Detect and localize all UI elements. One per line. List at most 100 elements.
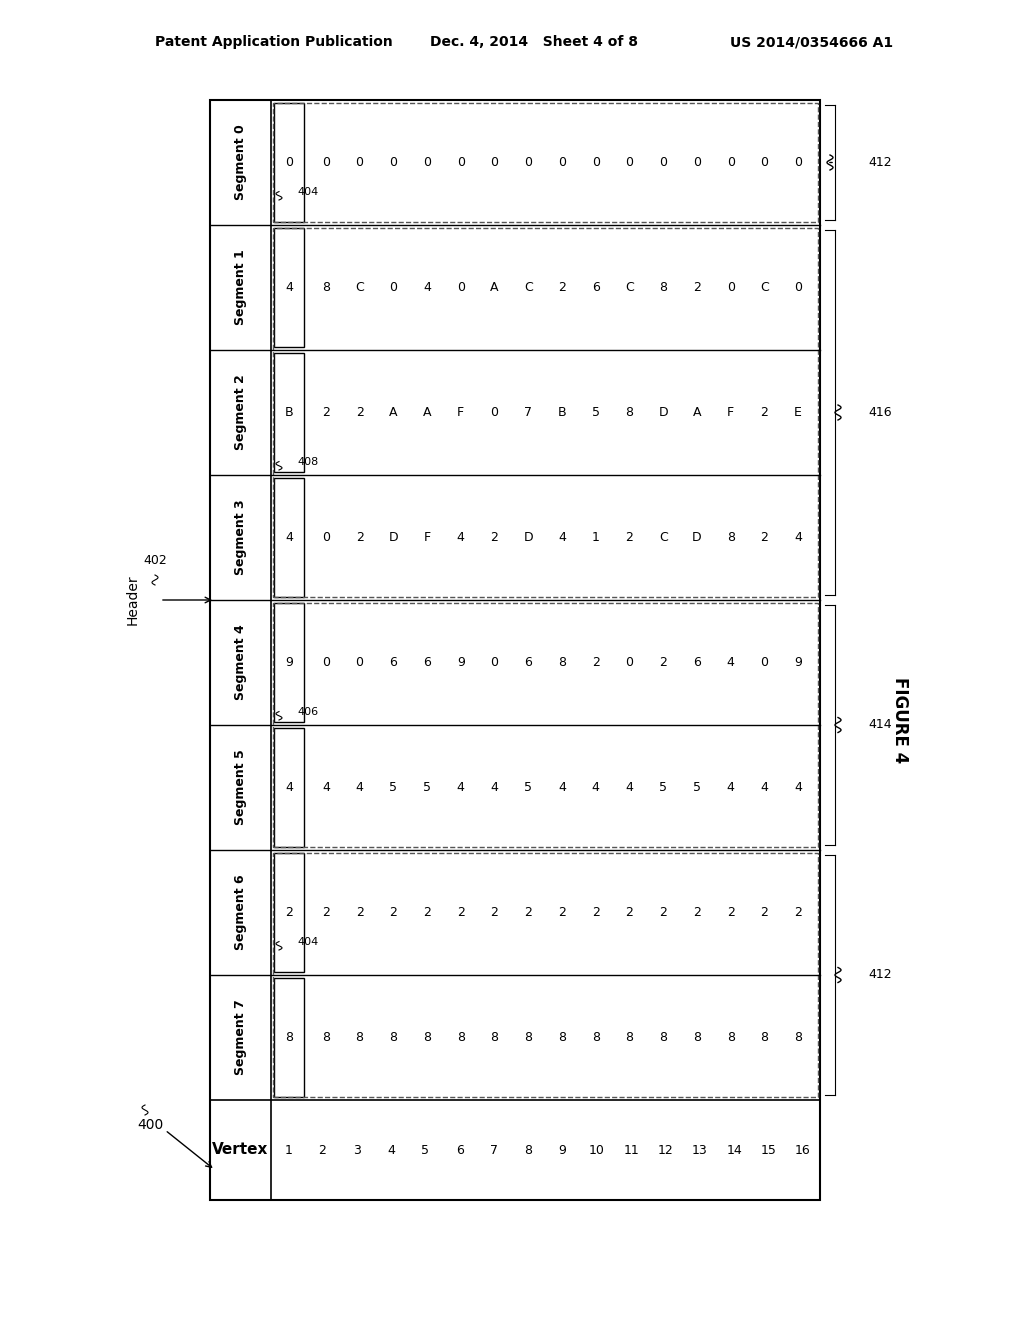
Text: 4: 4	[285, 531, 293, 544]
Text: C: C	[625, 281, 634, 294]
Text: 8: 8	[761, 1031, 768, 1044]
Text: 412: 412	[868, 969, 892, 982]
Text: Vertex: Vertex	[212, 1143, 268, 1158]
Text: 8: 8	[423, 1031, 431, 1044]
Text: 0: 0	[524, 156, 532, 169]
Text: 8: 8	[626, 407, 634, 418]
Text: 2: 2	[592, 656, 600, 669]
Text: 14: 14	[726, 1143, 742, 1156]
Text: 3: 3	[353, 1143, 360, 1156]
Text: 404: 404	[297, 187, 318, 197]
Text: 7: 7	[524, 407, 532, 418]
Text: 6: 6	[693, 656, 700, 669]
Text: 1: 1	[592, 531, 600, 544]
Text: 0: 0	[355, 656, 364, 669]
Text: 2: 2	[626, 531, 634, 544]
Text: C: C	[760, 281, 769, 294]
Bar	[274, 103, 304, 222]
Text: E: E	[795, 407, 802, 418]
Bar	[273, 228, 818, 597]
Text: 0: 0	[423, 156, 431, 169]
Text: 4: 4	[457, 531, 465, 544]
Text: 2: 2	[285, 906, 293, 919]
Text: 8: 8	[389, 1031, 397, 1044]
Text: 5: 5	[389, 781, 397, 795]
Text: 8: 8	[659, 1031, 668, 1044]
Text: 8: 8	[727, 1031, 734, 1044]
Text: 8: 8	[727, 531, 734, 544]
Bar	[273, 853, 818, 1097]
Text: 5: 5	[422, 1143, 429, 1156]
Bar	[274, 853, 304, 972]
Bar	[273, 103, 818, 222]
Text: 4: 4	[285, 281, 293, 294]
Text: F: F	[424, 531, 431, 544]
Text: 0: 0	[285, 156, 293, 169]
Text: 0: 0	[457, 156, 465, 169]
Text: 2: 2	[659, 906, 668, 919]
Text: 2: 2	[693, 906, 700, 919]
Text: 0: 0	[626, 156, 634, 169]
Bar	[274, 729, 304, 847]
Text: F: F	[458, 407, 464, 418]
Text: Segment 7: Segment 7	[234, 999, 247, 1076]
Text: 2: 2	[626, 906, 634, 919]
Text: 5: 5	[524, 781, 532, 795]
Text: 0: 0	[626, 656, 634, 669]
Text: 4: 4	[457, 781, 465, 795]
Bar	[274, 978, 304, 1097]
Text: 8: 8	[795, 1031, 802, 1044]
Text: 408: 408	[297, 457, 318, 467]
Text: Dec. 4, 2014   Sheet 4 of 8: Dec. 4, 2014 Sheet 4 of 8	[430, 36, 638, 49]
Text: A: A	[490, 281, 499, 294]
Bar	[274, 478, 304, 597]
Text: 0: 0	[727, 156, 734, 169]
Text: 406: 406	[297, 708, 318, 717]
Text: C: C	[355, 281, 364, 294]
Text: 8: 8	[322, 1031, 330, 1044]
Text: 1: 1	[285, 1143, 292, 1156]
Bar	[274, 352, 304, 473]
Text: 2: 2	[558, 906, 566, 919]
Text: 0: 0	[727, 281, 734, 294]
Text: 2: 2	[318, 1143, 327, 1156]
Text: 15: 15	[761, 1143, 776, 1156]
Text: 412: 412	[868, 156, 892, 169]
Text: 4: 4	[387, 1143, 395, 1156]
Text: 7: 7	[490, 1143, 498, 1156]
Text: A: A	[389, 407, 397, 418]
Text: 2: 2	[322, 407, 330, 418]
Bar	[274, 228, 304, 347]
Text: D: D	[658, 407, 668, 418]
Text: B: B	[558, 407, 566, 418]
Text: 0: 0	[558, 156, 566, 169]
Text: 12: 12	[657, 1143, 674, 1156]
Text: Header: Header	[126, 574, 140, 626]
Text: 2: 2	[457, 906, 465, 919]
Text: 4: 4	[490, 781, 499, 795]
Text: 404: 404	[297, 937, 318, 946]
Text: 8: 8	[322, 281, 330, 294]
Text: 5: 5	[592, 407, 600, 418]
Text: 0: 0	[761, 156, 768, 169]
Text: 2: 2	[659, 656, 668, 669]
Text: 4: 4	[423, 281, 431, 294]
Text: Segment 2: Segment 2	[234, 375, 247, 450]
Text: 16: 16	[795, 1143, 811, 1156]
Text: 0: 0	[389, 281, 397, 294]
Text: 414: 414	[868, 718, 892, 731]
Text: A: A	[692, 407, 701, 418]
Text: 8: 8	[558, 1031, 566, 1044]
Text: 5: 5	[659, 781, 668, 795]
Text: 8: 8	[285, 1031, 293, 1044]
Text: 8: 8	[524, 1031, 532, 1044]
Text: 0: 0	[490, 656, 499, 669]
Text: 2: 2	[355, 906, 364, 919]
Text: 0: 0	[457, 281, 465, 294]
Text: Patent Application Publication: Patent Application Publication	[155, 36, 393, 49]
Text: 8: 8	[659, 281, 668, 294]
Text: F: F	[727, 407, 734, 418]
Text: 4: 4	[558, 781, 566, 795]
Text: 5: 5	[423, 781, 431, 795]
Text: 0: 0	[761, 656, 768, 669]
